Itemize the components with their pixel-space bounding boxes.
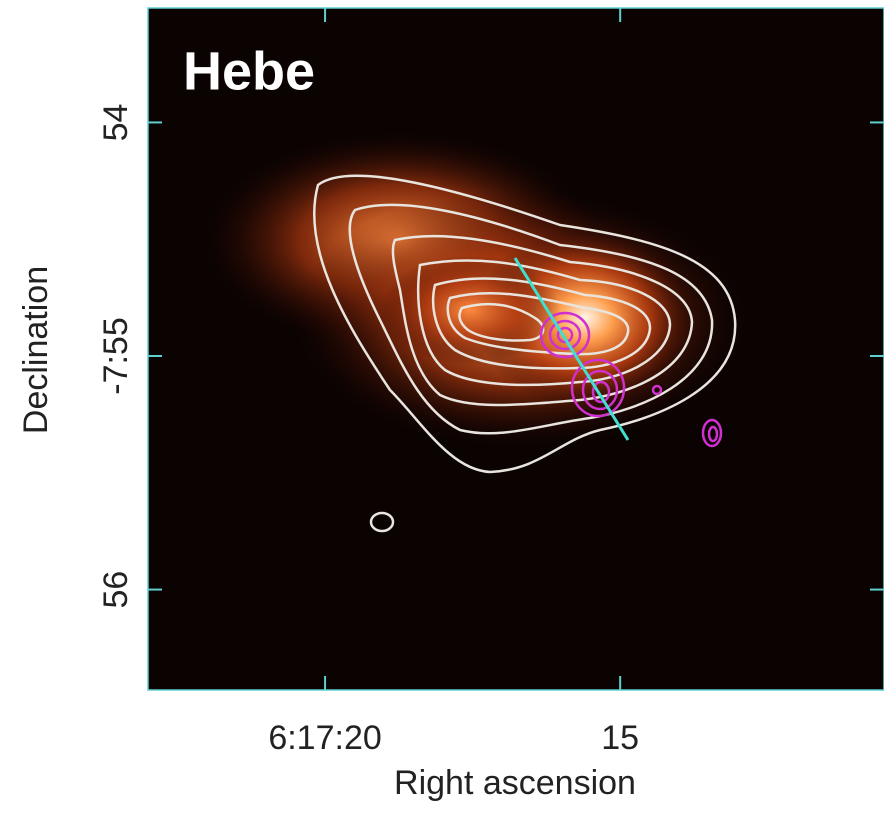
y-tick-label: -7:55 <box>97 317 135 395</box>
x-tick-label: 15 <box>601 719 639 757</box>
frame <box>147 7 884 691</box>
y-axis-label: Declination <box>17 266 55 434</box>
x-tick-label: 6:17:20 <box>268 719 381 757</box>
y-tick-label: 56 <box>97 571 135 609</box>
panel-title: Hebe <box>183 41 315 101</box>
y-tick-label: 54 <box>97 104 135 142</box>
image <box>148 8 884 690</box>
x-axis-label: Right ascension <box>394 764 636 802</box>
